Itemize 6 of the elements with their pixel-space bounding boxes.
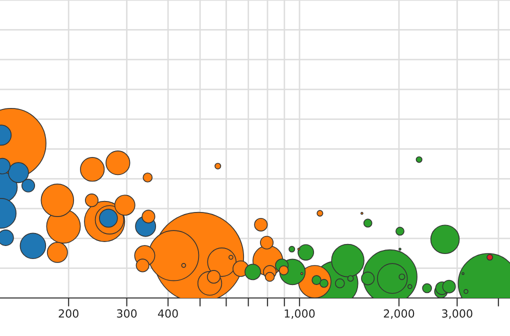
x-tick-label: 2,000 bbox=[384, 309, 414, 319]
x-tick-label: 200 bbox=[58, 309, 78, 318]
x-tick-label: 400 bbox=[158, 309, 178, 318]
x-tick-label: 3,000 bbox=[442, 309, 472, 319]
x-tick-label: 1,000 bbox=[284, 309, 315, 319]
x-tick-label: 300 bbox=[117, 309, 137, 318]
